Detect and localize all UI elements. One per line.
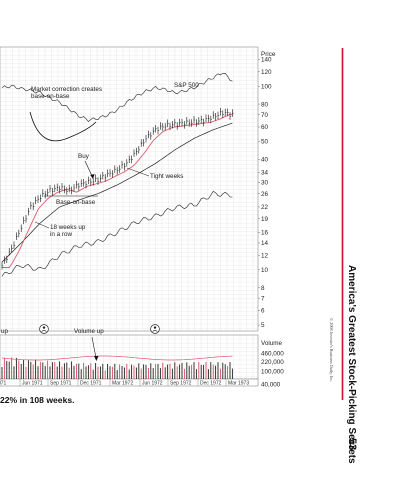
- x-tick-label: Mar 1973: [228, 381, 249, 387]
- x-axis-labels: Apr 1971 Jun 1971 Sep 1971 Dec 1971 Mar 1972…: [0, 379, 249, 387]
- price-tick-label: 60: [261, 124, 269, 131]
- volume-tick-label: 100,000: [261, 369, 284, 376]
- annotation-tight-weeks: Tight weeks: [150, 173, 183, 180]
- x-tick-label: Apr 1971: [0, 381, 7, 387]
- price-tick-label: 12: [261, 252, 269, 259]
- price-series: [1, 72, 234, 277]
- price-tick-label: 140: [261, 57, 272, 64]
- tight-weeks-leader: [126, 167, 150, 177]
- x-tick-label: Jun 1971: [22, 381, 43, 387]
- figure-caption: 22% in 108 weeks.: [0, 395, 75, 405]
- chart-grid: [0, 47, 258, 379]
- price-tick-label: 26: [261, 191, 269, 198]
- x-tick-label: Dec 1972: [200, 381, 222, 387]
- annotation-buy: Buy: [78, 153, 90, 160]
- moving-average-line: [1, 122, 233, 263]
- annotation-market-correction-line2: base-on-base: [31, 93, 70, 100]
- base-on-base-curve: [29, 111, 97, 142]
- sp500-line: [1, 72, 233, 123]
- annotation-base-on-base: Base-on-base: [56, 199, 96, 206]
- price-tick-label: 7: [261, 295, 265, 302]
- volume-tick-label: 40,000: [261, 382, 281, 389]
- sp500-label: S&P 500: [174, 82, 199, 89]
- price-tick-label: 30: [261, 179, 269, 186]
- x-tick-label: Mar 1972: [112, 381, 133, 387]
- book-title: America's Greatest Stock-Picking Secrets: [346, 265, 357, 464]
- volume-average-line: [1, 355, 233, 361]
- price-tick-label: 19: [261, 216, 269, 223]
- price-axis-title: Price: [261, 51, 276, 58]
- price-tick-label: 16: [261, 230, 269, 237]
- 18-weeks-leader: [34, 221, 50, 229]
- annotation-volume-up: Volume up: [74, 328, 104, 335]
- volume-up-arrow: [91, 336, 97, 359]
- price-tick-label: 50: [261, 139, 269, 146]
- price-tick-label: 120: [261, 69, 272, 76]
- volume-bars: [1, 355, 233, 379]
- relative-strength-line: [1, 191, 233, 277]
- x-tick-label: Dec 1971: [80, 381, 102, 387]
- volume-tick-label: 220,000: [261, 359, 284, 366]
- x-tick-label: Jun 1972: [142, 381, 163, 387]
- annotation-market-correction: Market correction creates: [31, 86, 102, 93]
- x-tick-label: Sep 1972: [170, 381, 192, 387]
- price-tick-label: 14: [261, 240, 269, 247]
- price-tick-label: 5: [261, 322, 265, 329]
- price-tick-label: 40: [261, 157, 269, 164]
- stamp-icon-1: [39, 324, 49, 334]
- price-tick-label: 6: [261, 308, 265, 315]
- annotation-volume-up-left: up: [1, 328, 9, 335]
- ten-week-line: [2, 113, 233, 268]
- price-tick-label: 8: [261, 285, 265, 292]
- page-number: 53: [346, 438, 358, 450]
- x-tick-label: Sep 1971: [50, 381, 72, 387]
- stamp-icon-2: [150, 324, 160, 334]
- volume-up-arrowhead: [94, 356, 99, 361]
- price-tick-label: 70: [261, 112, 269, 119]
- price-tick-label: 22: [261, 204, 269, 211]
- price-panel-frame: [0, 46, 259, 332]
- price-tick-label: 80: [261, 101, 269, 108]
- annotation-18-weeks: 18 weeks up: [50, 224, 86, 231]
- price-tick-label: 100: [261, 84, 272, 91]
- copyright-notice: © 2008 Investor's Business Daily, Inc.: [328, 318, 334, 382]
- price-tick-label: 34: [261, 169, 269, 176]
- volume-axis-title: Volume: [261, 340, 283, 347]
- price-axis: 140 120 100 80 70 60 50 40 34 30 26 22 19 16 14 12 10 8 7 6…: [258, 57, 284, 389]
- buy-arrowhead: [90, 174, 95, 179]
- annotation-18-weeks-line2: in a row: [50, 231, 73, 238]
- price-tick-label: 10: [261, 267, 269, 274]
- volume-tick-label: 460,000: [261, 351, 284, 358]
